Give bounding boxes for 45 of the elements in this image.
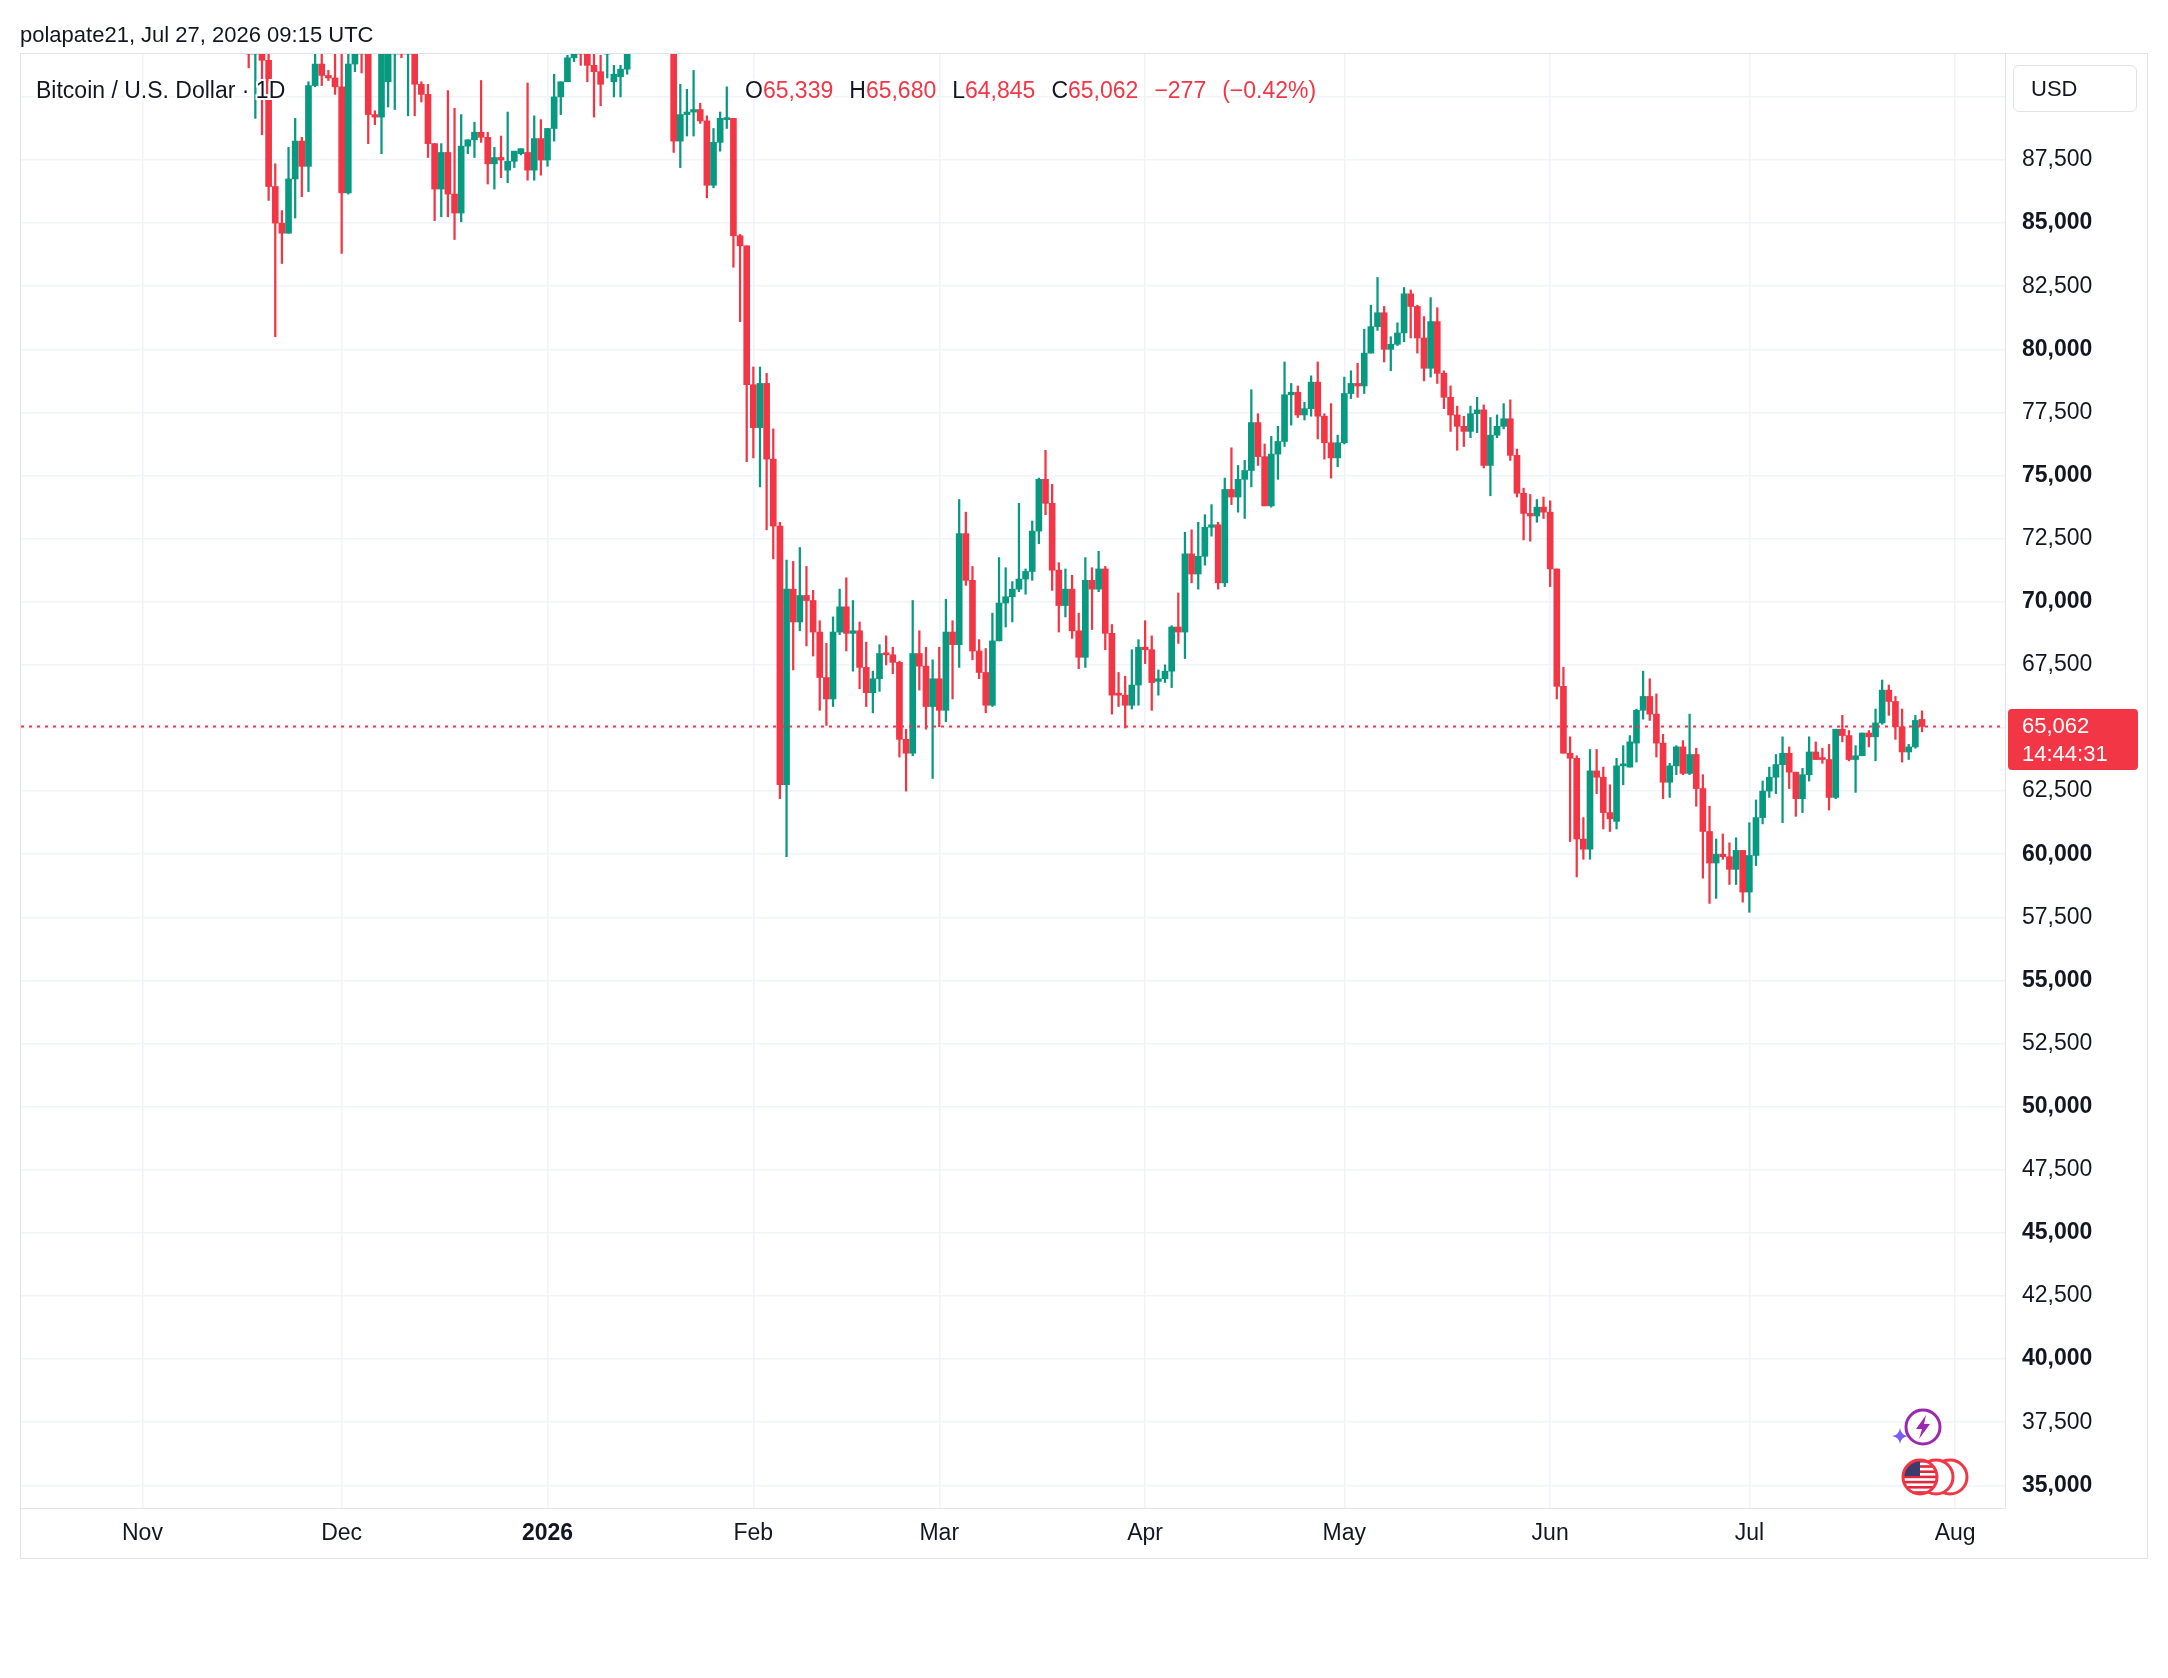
y-tick-label: 35,000 (2022, 1470, 2093, 1497)
y-tick-label: 55,000 (2022, 965, 2093, 992)
y-tick-label: 75,000 (2022, 460, 2093, 487)
candlestick (1540, 496, 1547, 519)
y-tick-label: 42,500 (2022, 1281, 2093, 1308)
y-tick-label: 60,000 (2022, 839, 2093, 866)
y-tick-label: 52,500 (2022, 1028, 2093, 1055)
y-tick-label: 40,000 (2022, 1344, 2093, 1371)
candlestick (690, 70, 697, 137)
x-tick-label: May (1322, 1519, 1367, 1546)
y-tick-label: 45,000 (2022, 1218, 2093, 1245)
candlestick (491, 147, 498, 190)
y-tick-label: 37,500 (2022, 1407, 2093, 1434)
ref-line-label: 65,062 14:44:31 (2008, 709, 2138, 771)
y-axis-title: USD (2013, 65, 2137, 112)
candlestick (929, 659, 936, 779)
text: polapate21, Jul 27, 2026 09:15 UTC (20, 22, 374, 48)
y-tick-label: 50,000 (2022, 1091, 2093, 1118)
y-tick-label: 67,500 (2022, 650, 2093, 677)
x-tick-label: Jul (1734, 1519, 1765, 1546)
y-tick-label: 72,500 (2022, 524, 2093, 551)
y-tick-label: 85,000 (2022, 208, 2093, 235)
x-tick-label: 2026 (521, 1519, 574, 1546)
y-tick-label: 70,000 (2022, 587, 2093, 614)
y-tick-label: 47,500 (2022, 1155, 2093, 1182)
x-tick-label: Aug (1934, 1519, 1976, 1546)
candlestick (1228, 447, 1235, 505)
x-tick-label: Jun (1531, 1519, 1569, 1546)
x-tick-label: Dec (321, 1519, 363, 1546)
y-tick-label: 82,500 (2022, 271, 2093, 298)
y-tick-label: 57,500 (2022, 902, 2093, 929)
y-tick-label: 77,500 (2022, 397, 2093, 424)
x-tick-label: Apr (1127, 1519, 1164, 1546)
candlestick (451, 107, 458, 240)
text: O65,339 H65,680 L64,845 C65,062 −277 (−0.42%) (745, 77, 1317, 103)
candlestick (524, 82, 531, 181)
y-tick-label: 62,500 (2022, 776, 2093, 803)
x-tick-label: Nov (122, 1519, 164, 1546)
candlestick (949, 620, 956, 700)
x-tick-label: Feb (733, 1519, 774, 1546)
y-tick-label: 87,500 (2022, 145, 2093, 172)
candlestick (1354, 362, 1361, 398)
candlestick (1872, 708, 1879, 762)
x-tick-label: Mar (919, 1519, 960, 1546)
y-tick-label: 80,000 (2022, 334, 2093, 361)
